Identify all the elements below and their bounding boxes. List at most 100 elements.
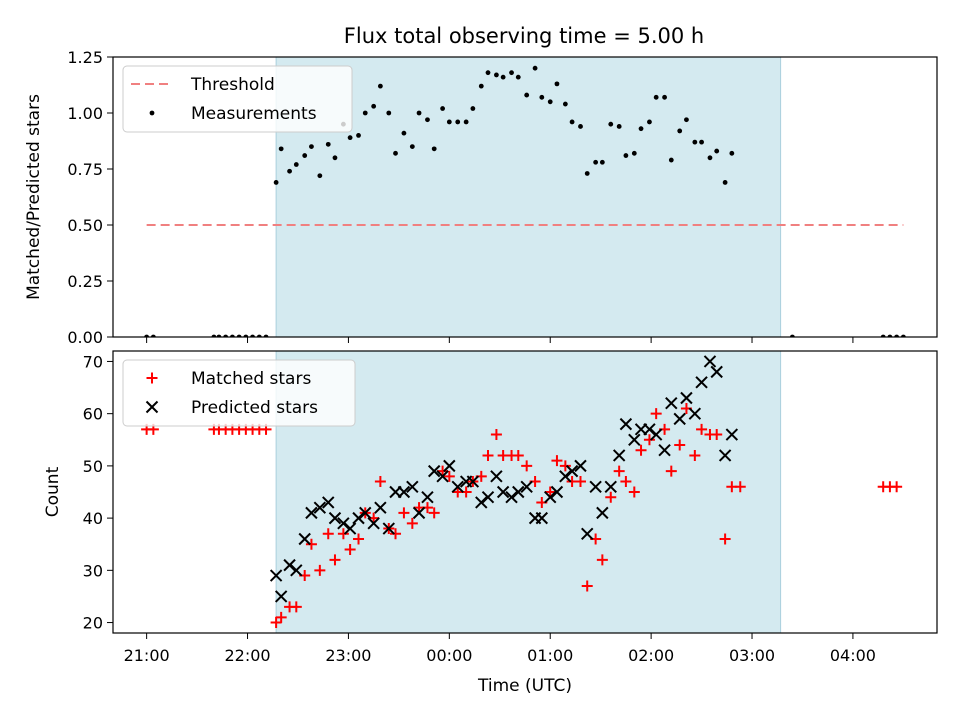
x-tick-label: 23:00	[325, 646, 371, 665]
data-point	[421, 491, 434, 504]
data-point	[382, 522, 395, 535]
legend-marker	[145, 400, 159, 414]
data-point	[409, 144, 415, 150]
data-point	[581, 580, 593, 592]
y-tick-label: 30	[83, 561, 103, 580]
data-point	[397, 485, 411, 499]
data-point	[581, 527, 594, 540]
data-point	[613, 465, 625, 477]
data-point	[496, 485, 510, 499]
data-point	[619, 417, 633, 431]
data-point	[344, 543, 356, 555]
data-point	[367, 517, 380, 530]
data-point	[635, 444, 647, 456]
data-point	[440, 106, 445, 111]
plot-area	[141, 355, 903, 629]
data-point	[412, 506, 426, 520]
data-point	[520, 480, 533, 493]
data-point	[398, 507, 410, 519]
data-point	[596, 554, 608, 566]
data-point	[631, 150, 637, 156]
data-point	[500, 74, 506, 80]
data-point	[509, 70, 514, 76]
y-tick-label: 40	[83, 509, 103, 528]
data-point	[482, 449, 494, 461]
data-point	[293, 162, 299, 167]
data-point	[620, 476, 632, 488]
data-point	[532, 65, 538, 71]
data-point	[665, 465, 677, 477]
data-point	[689, 449, 701, 461]
data-point	[559, 470, 572, 483]
y-tick-label: 50	[83, 457, 103, 476]
y-tick-label: 20	[83, 614, 103, 633]
data-point	[650, 408, 662, 420]
data-point	[584, 171, 590, 176]
data-point	[443, 459, 456, 473]
data-point	[478, 83, 484, 89]
data-point	[269, 569, 283, 582]
data-point	[275, 611, 287, 623]
data-point	[427, 464, 441, 478]
data-point	[643, 434, 655, 446]
data-point	[466, 475, 480, 488]
data-point	[290, 564, 303, 577]
data-point	[695, 376, 708, 389]
data-point	[593, 159, 599, 165]
y-tick-label: 0.75	[67, 160, 103, 179]
data-point	[443, 470, 455, 482]
top-panel-ratio: 0.00 0.25 0.50 0.75 1.00 1.25 Matched/Predicte…	[24, 48, 938, 347]
data-point	[699, 139, 704, 145]
data-point	[317, 173, 323, 179]
legend-threshold-label: Threshold	[190, 75, 275, 95]
data-point	[643, 423, 656, 436]
data-point	[605, 491, 617, 503]
data-point	[270, 617, 282, 629]
data-point	[463, 119, 469, 125]
data-point	[589, 480, 602, 493]
data-point	[673, 412, 686, 426]
x-tick-label: 21:00	[124, 646, 170, 665]
data-point	[604, 480, 617, 493]
data-point	[703, 355, 717, 368]
data-point	[322, 496, 335, 509]
data-point	[729, 150, 735, 156]
data-point	[322, 528, 334, 540]
data-point	[562, 101, 568, 107]
legend-marker	[146, 372, 158, 384]
observing-window-shade	[275, 56, 782, 338]
data-point	[647, 119, 652, 125]
data-point	[485, 70, 491, 76]
data-point	[521, 460, 533, 472]
legend-marker	[149, 110, 155, 116]
data-point	[684, 117, 689, 123]
data-point	[544, 486, 556, 498]
data-point	[512, 485, 525, 499]
data-point	[425, 117, 430, 123]
data-point	[347, 135, 353, 141]
data-point	[680, 391, 693, 405]
data-point	[539, 94, 545, 100]
data-point	[512, 449, 524, 461]
data-point	[559, 460, 571, 472]
data-point	[298, 532, 311, 546]
data-point	[428, 507, 440, 519]
data-point	[596, 506, 609, 520]
data-point	[665, 397, 678, 410]
data-point	[515, 74, 521, 80]
data-point	[544, 491, 557, 504]
data-point	[710, 365, 723, 379]
data-point	[490, 470, 503, 483]
y-tick-label: 0.00	[67, 328, 103, 347]
data-point	[891, 481, 903, 493]
figure-title: Flux total observing time = 5.00 h	[344, 24, 704, 48]
data-point	[569, 119, 575, 125]
data-point	[688, 407, 702, 420]
data-point	[578, 124, 583, 129]
x-tick-label: 01:00	[527, 646, 573, 665]
data-point	[612, 449, 626, 462]
series-matched-stars	[141, 402, 903, 629]
axes-frame	[112, 56, 938, 338]
data-point	[696, 423, 708, 435]
data-point	[662, 94, 667, 100]
